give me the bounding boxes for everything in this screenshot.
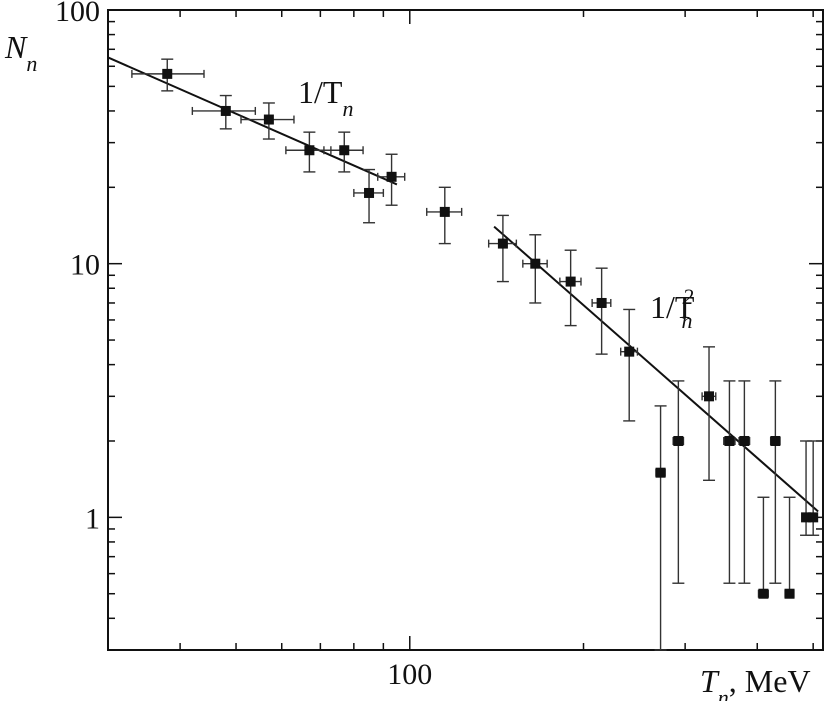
data-point: [263, 114, 274, 125]
y-axis-label: Nn: [4, 29, 37, 76]
data-point: [220, 105, 231, 116]
error-bar: [559, 249, 582, 327]
error-bar: [769, 380, 782, 584]
data-point: [673, 435, 684, 446]
plot-frame: [107, 9, 824, 651]
fit-lines: [107, 56, 819, 513]
plot-area: [107, 9, 824, 651]
error-bar: [654, 405, 667, 651]
data-point: [724, 435, 735, 446]
data-point: [758, 588, 769, 599]
data-point: [596, 297, 607, 308]
y-tick-label: 1: [85, 502, 100, 535]
fit-label-2: 1/T2 n: [650, 284, 695, 333]
data-point: [739, 435, 750, 446]
data-point: [497, 238, 508, 249]
data-point: [801, 512, 812, 523]
error-bar: [783, 496, 796, 598]
data-point: [655, 467, 666, 478]
data-point: [386, 171, 397, 182]
error-bar: [620, 308, 639, 422]
error-bar: [701, 346, 717, 481]
data-point: [304, 145, 315, 156]
data-point: [770, 435, 781, 446]
data-point: [624, 346, 635, 357]
fit-line-1: [107, 56, 398, 186]
data-point: [339, 145, 350, 156]
error-bar: [591, 267, 612, 355]
data-point: [530, 258, 541, 269]
axis-tick-labels: 1 10 100 100: [55, 0, 432, 691]
error-bar: [738, 380, 751, 584]
error-bar: [723, 380, 736, 584]
y-tick-label: 10: [70, 249, 100, 282]
data-point: [565, 276, 576, 287]
error-bar: [757, 496, 770, 598]
fit-line-2: [493, 225, 819, 513]
data-point: [784, 588, 795, 599]
data-point: [364, 187, 375, 198]
error-bar: [672, 380, 685, 584]
data-point: [704, 391, 715, 402]
data-points: [162, 68, 819, 599]
data-point: [162, 68, 173, 79]
y-tick-label: 100: [55, 0, 100, 28]
fit-label-1: 1/Tn: [298, 74, 353, 121]
x-tick-label: 100: [387, 658, 432, 691]
x-axis-label: Tn, MeV: [700, 663, 811, 701]
axis-ticks: [107, 10, 823, 651]
data-point: [808, 512, 819, 523]
error-bars: [131, 58, 820, 651]
data-point: [439, 206, 450, 217]
